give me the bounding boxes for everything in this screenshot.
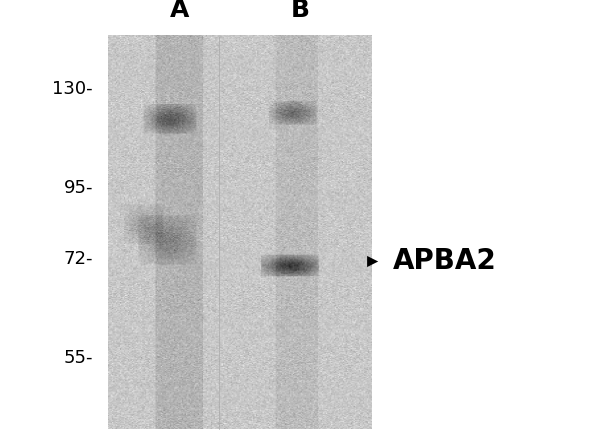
Text: 130-: 130-	[52, 80, 93, 98]
Text: 55-: 55-	[64, 349, 93, 367]
Text: APBA2: APBA2	[393, 248, 497, 275]
Text: A: A	[170, 0, 190, 22]
Text: B: B	[290, 0, 310, 22]
Text: 95-: 95-	[64, 179, 93, 197]
Text: 72-: 72-	[64, 250, 93, 268]
